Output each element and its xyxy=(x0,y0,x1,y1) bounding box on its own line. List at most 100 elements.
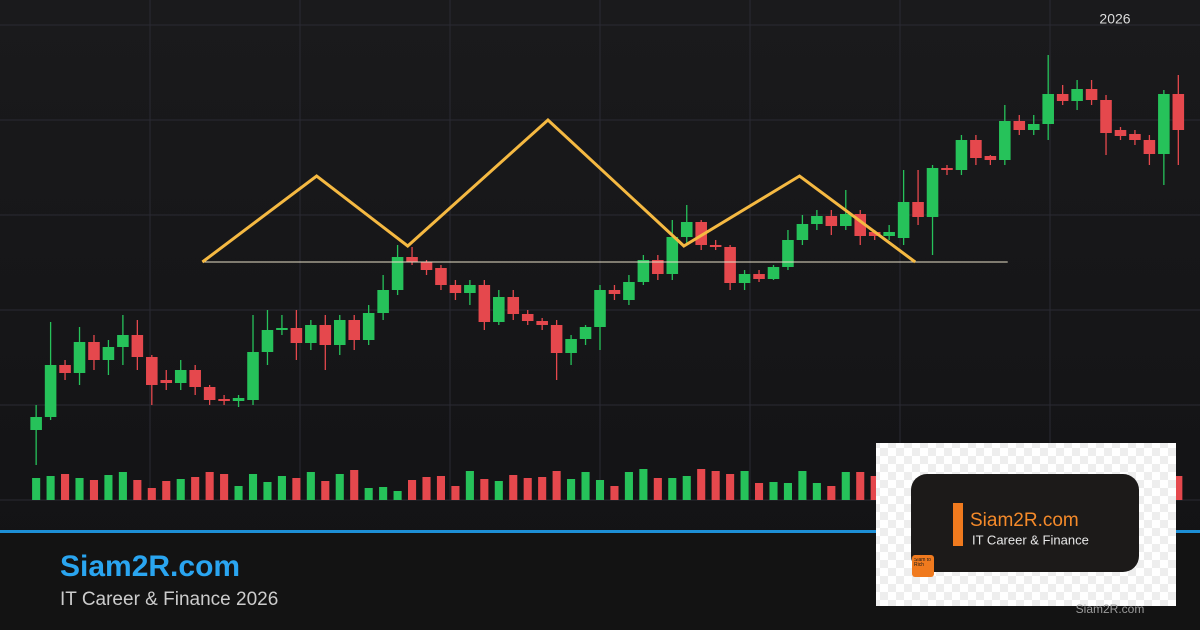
watermark: Siam2R.com xyxy=(1076,602,1145,616)
footer-subtitle: IT Career & Finance 2026 xyxy=(60,589,278,610)
volume-bar xyxy=(783,483,792,500)
candle-body xyxy=(1042,94,1054,124)
volume-bar xyxy=(191,477,200,500)
volume-bar xyxy=(422,477,431,500)
volume-bar xyxy=(798,471,807,500)
candle-body xyxy=(493,297,505,322)
volume-bar xyxy=(682,476,691,500)
candle-body xyxy=(174,370,187,383)
candle-body xyxy=(536,321,548,325)
volume-bar xyxy=(668,478,677,500)
candle-body xyxy=(362,313,375,340)
candle-body xyxy=(709,245,722,247)
candle-body xyxy=(232,398,245,401)
candle-body xyxy=(203,387,216,400)
volume-bar xyxy=(538,477,547,500)
candle-body xyxy=(30,417,42,430)
candle-body xyxy=(420,262,433,270)
candle-body xyxy=(840,214,852,226)
volume-bar xyxy=(827,486,836,500)
candle-body xyxy=(695,222,707,245)
candle-body xyxy=(73,342,86,373)
candle-body xyxy=(594,290,606,327)
candle-body xyxy=(507,297,520,314)
candle-body xyxy=(348,320,360,340)
volume-bar xyxy=(75,478,84,500)
candle-body xyxy=(825,216,838,226)
volume-bar xyxy=(147,488,156,500)
candle-body xyxy=(160,380,173,383)
volume-bar xyxy=(162,481,171,500)
volume-bar xyxy=(306,472,315,500)
candle-body xyxy=(912,202,924,217)
candle-body xyxy=(189,370,201,387)
candle-body xyxy=(1158,94,1170,154)
candle-body xyxy=(102,347,115,360)
candle-body xyxy=(59,365,71,373)
candle-body xyxy=(652,260,664,274)
volume-bar xyxy=(408,480,417,500)
candle-body xyxy=(897,202,910,238)
volume-bar xyxy=(1174,476,1183,500)
volume-bar xyxy=(841,472,850,500)
candle-body xyxy=(117,335,129,347)
candle-body xyxy=(1114,130,1127,136)
candle-body xyxy=(623,282,635,300)
volume-bar xyxy=(624,472,633,500)
candle-body xyxy=(1129,134,1141,140)
volume-bar xyxy=(234,486,243,500)
candle-body xyxy=(565,339,577,353)
candle-body xyxy=(305,325,317,343)
volume-bar xyxy=(610,486,619,500)
volume-bar xyxy=(335,474,344,500)
candle-body xyxy=(290,328,303,343)
candle-body xyxy=(1027,124,1040,130)
candle-body xyxy=(449,285,462,293)
volume-bar xyxy=(133,480,142,500)
volume-bar xyxy=(494,481,503,500)
volume-bar xyxy=(350,470,359,500)
candle-body xyxy=(1143,140,1156,154)
candle-body xyxy=(319,325,332,345)
volume-bar xyxy=(176,479,185,500)
candle-body xyxy=(276,328,288,330)
candle-body xyxy=(88,342,100,360)
candle-body xyxy=(550,325,563,353)
volume-bar xyxy=(697,469,706,500)
volume-bar xyxy=(321,481,330,500)
candle-body xyxy=(883,232,895,236)
candle-body xyxy=(333,320,346,345)
pattern-line xyxy=(201,117,917,264)
candle-body xyxy=(44,365,57,417)
volume-bar xyxy=(726,474,735,500)
candle-body xyxy=(753,274,765,279)
volume-bar xyxy=(220,474,229,500)
volume-bar xyxy=(509,475,518,500)
logo-badge-text: Siam to Rich xyxy=(914,558,931,568)
candle-body xyxy=(1100,100,1112,133)
candle-body xyxy=(218,399,230,401)
volume-bar xyxy=(364,488,373,500)
volume-bar xyxy=(567,479,576,500)
candle-body xyxy=(1056,94,1069,101)
logo-bar xyxy=(953,503,963,546)
volume-bar xyxy=(581,472,590,500)
volume-bar xyxy=(639,469,648,500)
volume-bar xyxy=(205,472,214,500)
volume-bar xyxy=(89,480,99,500)
volume-bar xyxy=(436,476,446,500)
candle-body xyxy=(478,285,491,322)
volume-bar xyxy=(118,472,127,500)
candle-body xyxy=(999,121,1011,160)
candle-body xyxy=(391,257,404,290)
candle-body xyxy=(854,214,867,236)
volume-bar xyxy=(46,476,55,500)
volume-bar xyxy=(740,471,749,500)
volume-bar xyxy=(104,475,113,500)
volume-bar xyxy=(812,483,821,500)
volume-bar xyxy=(711,471,720,500)
candle-body xyxy=(608,290,621,294)
logo-card xyxy=(911,474,1139,572)
volume-bar xyxy=(870,476,879,500)
logo-badge xyxy=(912,555,934,577)
